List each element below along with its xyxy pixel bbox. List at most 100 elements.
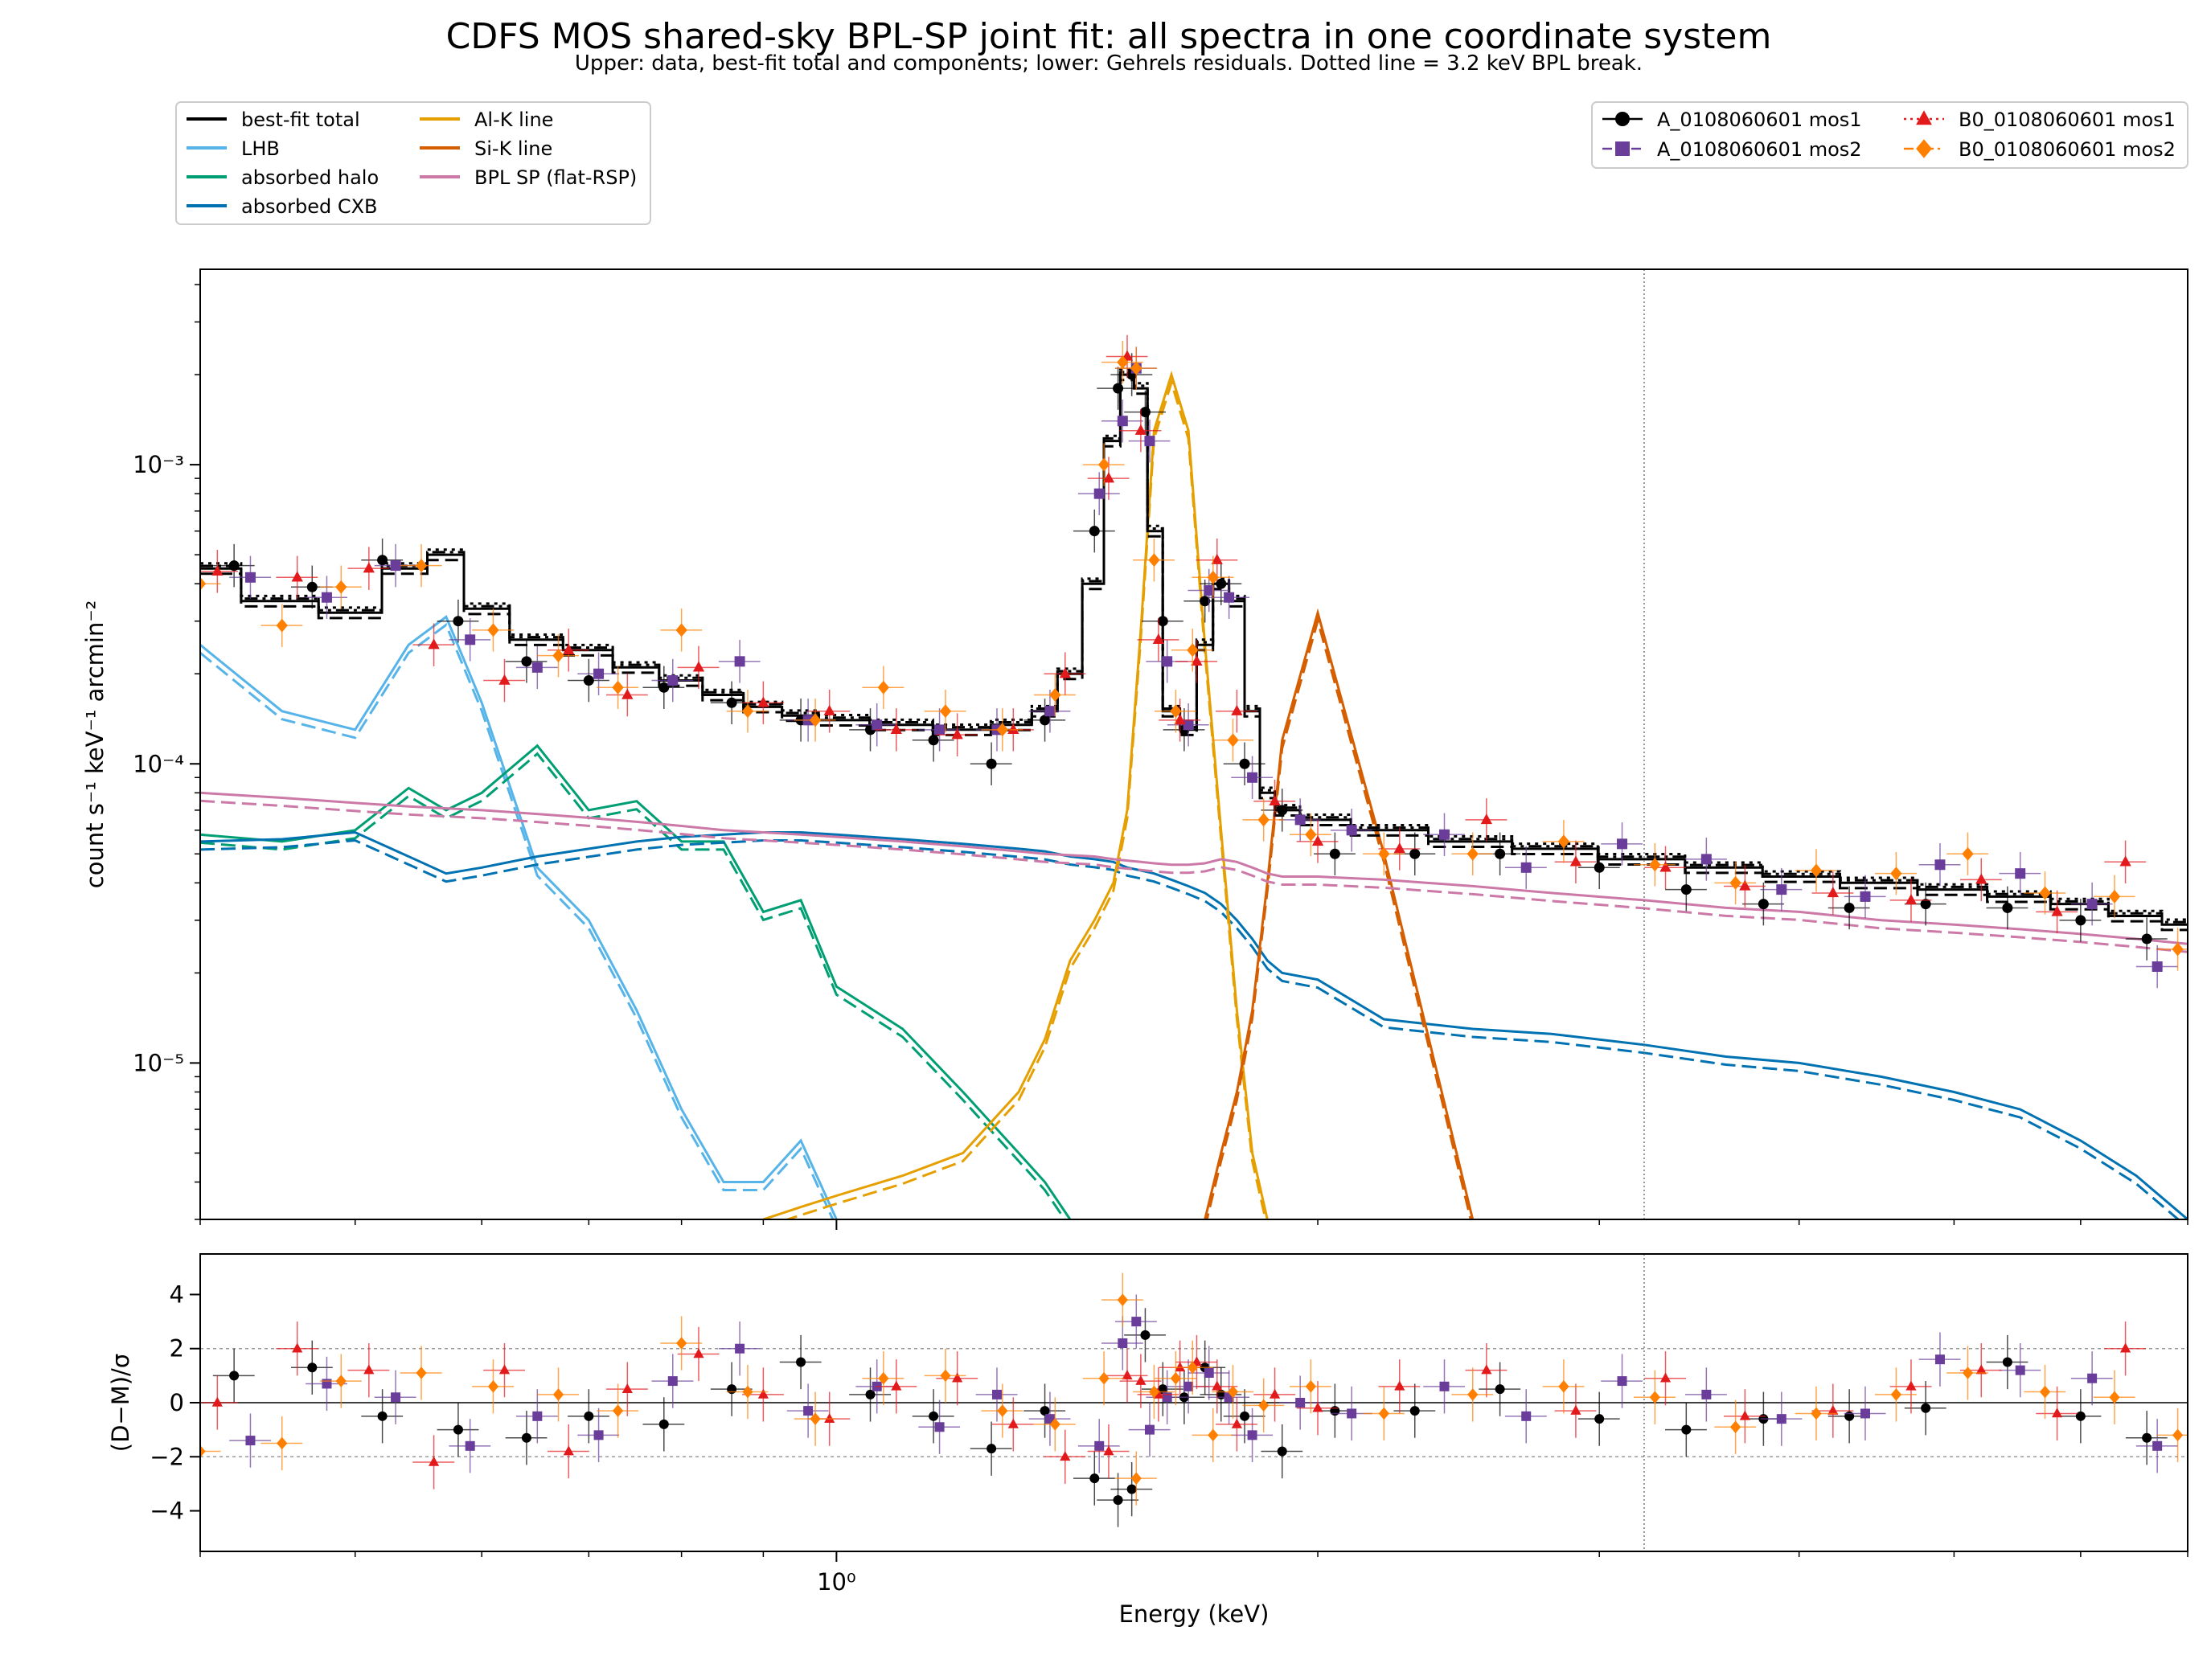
data-marker-triangle [2119, 855, 2131, 867]
data-point-a-0108060601-mos2 [1504, 846, 1547, 890]
residual-point-a-0108060601-mos1 [1124, 1308, 1166, 1362]
residual-marker-triangle [1103, 1445, 1114, 1456]
data-marker-diamond [415, 559, 428, 573]
residual-marker-square [1617, 1376, 1627, 1387]
data-point-b0-0108060601-mos2 [2093, 875, 2135, 919]
residual-marker-circle [1126, 1484, 1137, 1494]
residual-point-a-0108060601-mos2 [786, 1383, 829, 1438]
residual-marker-square [1934, 1354, 1945, 1365]
model-curve-si-k-line-alt [1205, 616, 1472, 1219]
legend-entry: Al-K line [420, 109, 553, 131]
data-marker-triangle [1393, 842, 1405, 854]
residual-marker-square [735, 1343, 745, 1354]
residual-point-b0-0108060601-mos2 [726, 1364, 769, 1420]
data-marker-diamond [1097, 457, 1110, 472]
data-point-a-0108060601-mos2 [1188, 568, 1230, 613]
data-marker-circle [2141, 933, 2152, 944]
residual-point-b0-0108060601-mos1 [677, 1326, 720, 1382]
data-marker-diamond [939, 704, 952, 719]
residual-marker-square [2087, 1373, 2098, 1383]
data-marker-diamond [2172, 942, 2184, 957]
residual-marker-square [1776, 1414, 1786, 1424]
data-point-a-0108060601-mos1 [912, 719, 954, 762]
residual-point-b0-0108060601-mos1 [1724, 1389, 1766, 1444]
data-point-a-0108060601-mos1 [212, 543, 255, 588]
data-point-b0-0108060601-mos2 [1082, 443, 1125, 486]
residual-point-a-0108060601-mos1 [1073, 1451, 1115, 1506]
legend-label: B0_0108060601 mos1 [1959, 109, 2176, 131]
y-tick-label: −2 [150, 1443, 184, 1470]
data-point-a-0108060601-mos2 [2135, 944, 2178, 989]
data-marker-circle [377, 555, 388, 566]
residual-marker-triangle [211, 1396, 223, 1407]
residual-point-a-0108060601-mos2 [718, 1321, 761, 1376]
residual-marker-circle [2002, 1357, 2012, 1367]
residual-marker-diamond [742, 1385, 753, 1399]
residual-point-a-0108060601-mos1 [779, 1334, 822, 1390]
data-point-a-0108060601-mos2 [577, 652, 620, 695]
residual-point-a-0108060601-mos2 [1423, 1359, 1466, 1414]
data-marker-circle [1844, 902, 1855, 913]
data-marker-square [1204, 584, 1215, 596]
model-curve-bpl-sp-flat-rsp [200, 791, 2188, 945]
data-point-a-0108060601-mos1 [2059, 899, 2102, 942]
residual-marker-diamond [1729, 1420, 1741, 1434]
residual-point-b0-0108060601-mos2 [1795, 1386, 1837, 1441]
data-marker-square [465, 634, 476, 645]
data-point-b0-0108060601-mos2 [200, 562, 221, 605]
residual-marker-diamond [1649, 1391, 1660, 1404]
residual-point-a-0108060601-mos2 [1685, 1367, 1727, 1422]
data-point-b0-0108060601-mos1 [1175, 640, 1217, 683]
data-point-b0-0108060601-mos1 [1644, 846, 1687, 890]
residual-point-b0-0108060601-mos1 [412, 1435, 455, 1489]
residual-point-b0-0108060601-mos2 [1192, 1408, 1234, 1462]
data-point-b0-0108060601-mos2 [1171, 629, 1213, 672]
data-marker-diamond [1148, 553, 1160, 568]
residual-point-b0-0108060601-mos2 [1133, 1364, 1175, 1420]
data-marker-square [2086, 899, 2098, 910]
data-point-a-0108060601-mos2 [1685, 838, 1727, 881]
residual-marker-triangle [1135, 1375, 1147, 1385]
residual-point-a-0108060601-mos1 [290, 1340, 333, 1395]
y-tick-label: 0 [170, 1389, 184, 1416]
data-marker-circle [1680, 884, 1692, 895]
legend-entry: A_0108060601 mos2 [1602, 138, 1862, 161]
data-marker-circle [521, 656, 532, 667]
residual-marker-circle [987, 1444, 997, 1454]
data-point-b0-0108060601-mos1 [1724, 864, 1766, 908]
data-marker-diamond [1257, 813, 1270, 827]
data-marker-square [1162, 656, 1173, 667]
residual-marker-square [532, 1411, 543, 1421]
residual-point-b0-0108060601-mos2 [660, 1316, 703, 1371]
residual-marker-square [1144, 1424, 1155, 1435]
data-point-b0-0108060601-mos1 [1889, 879, 1932, 922]
data-point-b0-0108060601-mos2 [1714, 861, 1757, 905]
legend-entry: BPL SP (flat-RSP) [420, 166, 637, 189]
residual-point-b0-0108060601-mos1 [1044, 1429, 1086, 1484]
residual-marker-triangle [2120, 1342, 2131, 1353]
data-marker-circle [1040, 715, 1051, 726]
data-marker-diamond [612, 680, 624, 695]
data-point-a-0108060601-mos1 [437, 599, 479, 643]
spectrum-y-axis-label: count s⁻¹ keV⁻¹ arcmin⁻² [81, 600, 109, 889]
data-point-a-0108060601-mos2 [1999, 851, 2041, 895]
residual-marker-diamond [1049, 1418, 1060, 1431]
residual-marker-triangle [2051, 1408, 2063, 1418]
residual-point-b0-0108060601-mos2 [1363, 1386, 1405, 1441]
data-point-b0-0108060601-mos2 [1542, 820, 1585, 863]
residual-marker-triangle [1212, 1380, 1223, 1391]
model-curve-absorbed-halo [200, 744, 1072, 1219]
residual-point-b0-0108060601-mos2 [597, 1383, 639, 1438]
data-point-a-0108060601-mos2 [1101, 399, 1143, 443]
residual-marker-circle [1277, 1446, 1287, 1457]
residual-marker-triangle [1007, 1418, 1019, 1428]
data-point-b0-0108060601-mos2 [924, 689, 966, 733]
data-marker-diamond [1649, 858, 1661, 872]
data-marker-circle [228, 560, 240, 572]
residual-marker-square [1162, 1392, 1172, 1403]
data-marker-diamond [675, 623, 687, 637]
data-marker-triangle [211, 564, 224, 576]
residual-point-a-0108060601-mos1 [1223, 1389, 1265, 1444]
data-marker-circle [1758, 899, 1769, 910]
residual-point-a-0108060601-mos1 [437, 1403, 479, 1457]
